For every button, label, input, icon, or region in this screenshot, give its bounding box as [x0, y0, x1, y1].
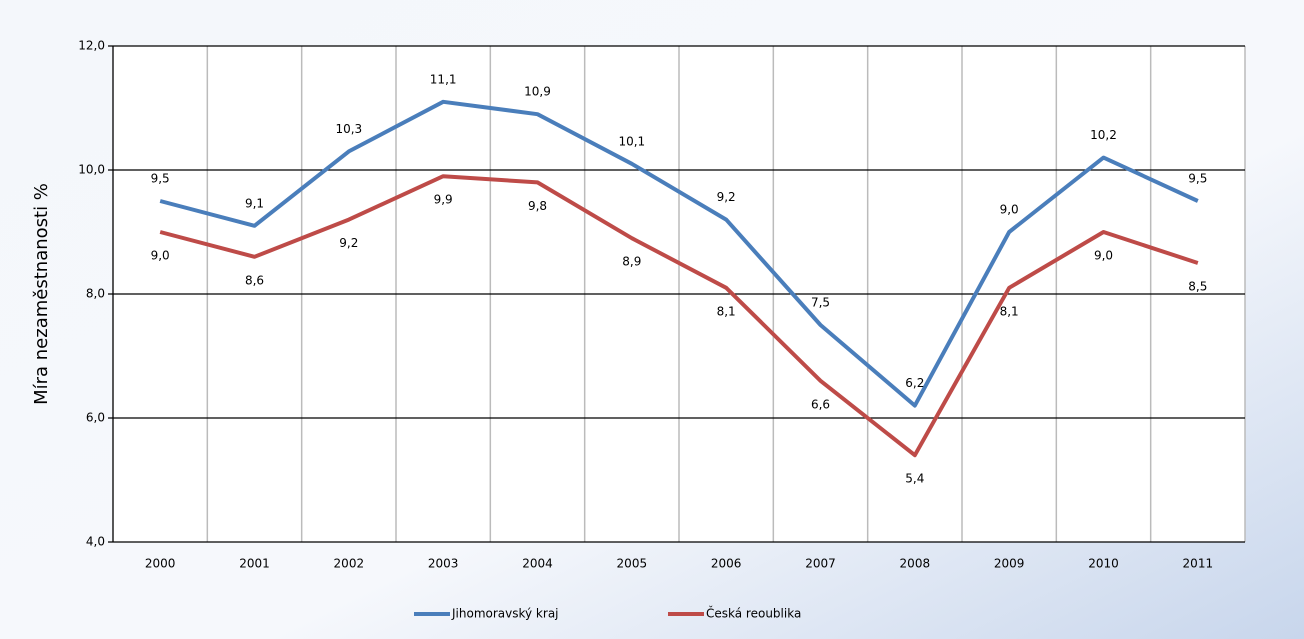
data-label: 7,5 [811, 296, 830, 310]
data-label: 11,1 [430, 72, 457, 86]
x-tick-label: 2004 [522, 557, 553, 571]
data-label: 9,8 [528, 199, 547, 213]
y-tick-label: 6,0 [86, 411, 105, 425]
series-line [159, 99, 1199, 408]
data-label: 9,5 [1188, 172, 1207, 186]
legend-label: Česká reoublika [706, 606, 801, 621]
x-tick-label: 2003 [428, 557, 459, 571]
y-axis-label: Míra nezaměstnanosti % [31, 183, 52, 405]
data-label: 8,5 [1188, 280, 1207, 294]
data-label: 8,6 [245, 273, 264, 287]
y-tick-label: 8,0 [86, 287, 105, 301]
data-label: 8,1 [1000, 304, 1019, 318]
data-label: 9,9 [434, 193, 453, 207]
data-label: 8,1 [717, 304, 736, 318]
data-label: 8,9 [622, 255, 641, 269]
y-tick-label: 12,0 [78, 39, 105, 53]
data-label: 6,2 [905, 376, 924, 390]
data-label: 10,1 [618, 134, 645, 148]
x-tick-label: 2006 [711, 557, 742, 571]
data-label: 9,0 [1094, 249, 1113, 263]
x-tick-label: 2008 [900, 557, 931, 571]
data-label: 10,2 [1090, 128, 1117, 142]
y-tick-label: 10,0 [78, 163, 105, 177]
data-label: 10,3 [335, 122, 362, 136]
data-label: 9,2 [339, 236, 358, 250]
x-tick-label: 2005 [617, 557, 648, 571]
x-tick-label: 2007 [805, 557, 836, 571]
data-label: 9,1 [245, 196, 264, 210]
data-label: 6,6 [811, 397, 830, 411]
data-label: 9,0 [151, 249, 170, 263]
x-tick-label: 2011 [1183, 557, 1214, 571]
data-label: 9,2 [717, 190, 736, 204]
x-tick-label: 2000 [145, 557, 176, 571]
legend-label: Jihomoravský kraj [451, 607, 559, 621]
x-tick-label: 2010 [1088, 557, 1119, 571]
data-label: 9,0 [1000, 203, 1019, 217]
x-tick-label: 2001 [239, 557, 270, 571]
x-tick-label: 2002 [334, 557, 365, 571]
data-label: 5,4 [905, 472, 924, 486]
series-line [159, 174, 1199, 458]
x-tick-label: 2009 [994, 557, 1025, 571]
y-tick-label: 4,0 [86, 535, 105, 549]
data-label: 10,9 [524, 85, 551, 99]
data-label: 9,5 [151, 172, 170, 186]
